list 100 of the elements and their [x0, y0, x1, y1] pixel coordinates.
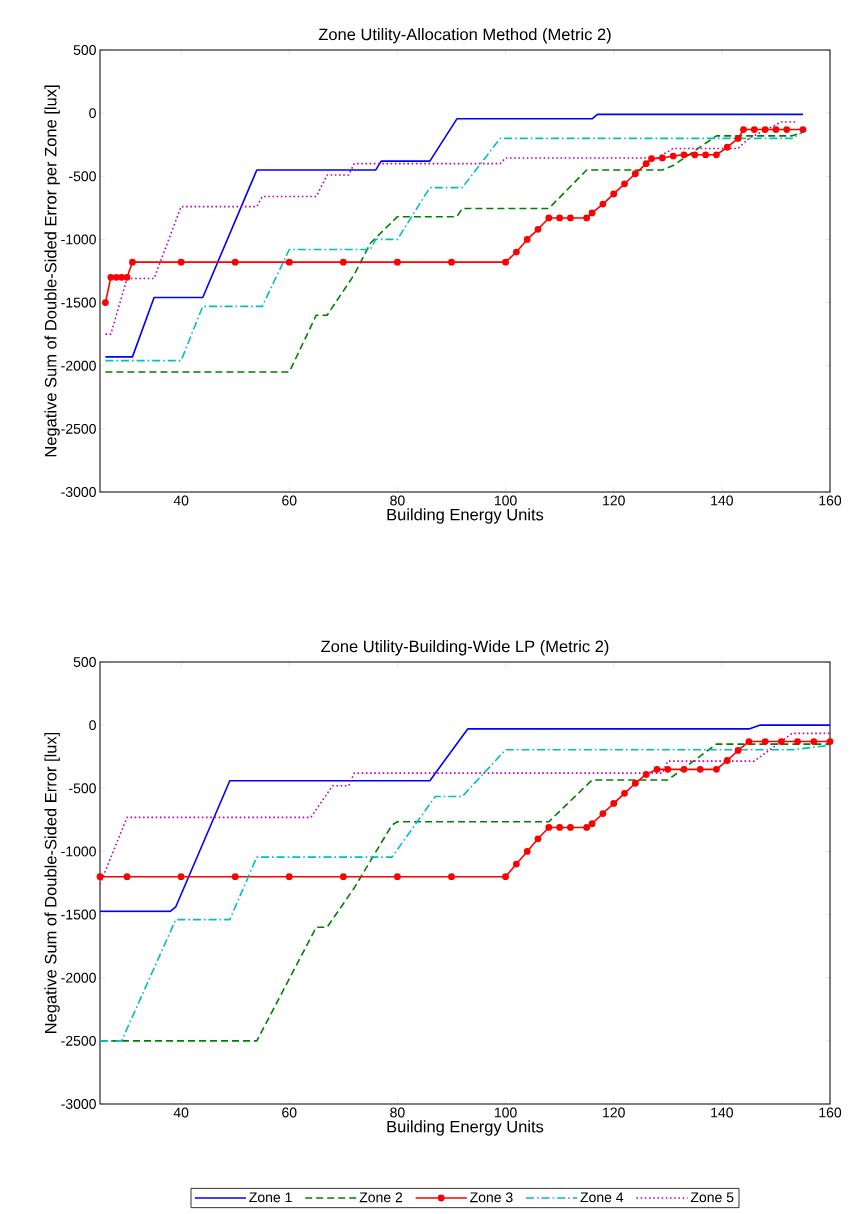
point	[448, 258, 455, 266]
point	[621, 180, 628, 188]
point	[523, 848, 531, 855]
legend-label: Zone 2	[359, 1192, 403, 1203]
point	[534, 835, 542, 843]
x-tick-label: 140	[711, 495, 733, 506]
legend-label: Zone 1	[249, 1192, 292, 1203]
x-tick-label: 80	[390, 495, 405, 506]
point	[339, 873, 347, 881]
point	[118, 273, 126, 281]
y-tick-label: 0	[89, 108, 96, 119]
point	[177, 258, 185, 266]
point	[129, 258, 136, 266]
y-tick-label: -1500	[61, 909, 96, 920]
point	[177, 873, 185, 881]
point	[112, 273, 120, 281]
x-tick-label: 120	[603, 495, 625, 506]
point	[588, 820, 596, 828]
x-tick-label: 40	[173, 1107, 189, 1118]
y-tick-label: -3000	[61, 487, 96, 497]
y-tick-label: -2500	[61, 423, 96, 434]
point	[545, 214, 553, 222]
point	[761, 126, 769, 133]
y-axis-title: Negative Sum of Double-Sided Error [lux]	[44, 732, 60, 1033]
point	[723, 143, 731, 151]
point	[664, 765, 672, 773]
point	[750, 126, 758, 133]
x-tick-label: 100	[494, 1107, 517, 1118]
point	[534, 225, 542, 233]
point	[734, 747, 742, 754]
line-series	[100, 724, 831, 913]
point	[631, 779, 639, 787]
point	[610, 190, 618, 198]
point	[231, 873, 239, 881]
point	[567, 214, 574, 222]
point	[745, 738, 753, 745]
point	[512, 248, 520, 256]
point	[653, 765, 661, 773]
point	[599, 200, 607, 208]
point	[648, 155, 655, 162]
point	[794, 738, 801, 745]
point	[713, 765, 720, 773]
point	[610, 800, 618, 807]
point	[599, 810, 607, 817]
point	[642, 770, 650, 778]
y-tick-label: 500	[73, 657, 96, 667]
x-tick-label: 160	[819, 1107, 842, 1118]
x-axis-title: Building Energy Units	[387, 1120, 544, 1136]
point	[285, 873, 293, 881]
point	[107, 273, 115, 281]
x-tick-label: 140	[711, 1107, 733, 1118]
point	[502, 873, 509, 881]
point	[669, 152, 677, 160]
legend-label: Zone 3	[470, 1192, 513, 1203]
point	[680, 765, 688, 773]
point	[285, 258, 293, 266]
y-tick-label: 500	[73, 45, 96, 55]
x-tick-label: 60	[282, 1107, 297, 1118]
point	[231, 258, 239, 266]
x-tick-label: 120	[603, 1107, 625, 1118]
point	[723, 757, 731, 764]
legend-label: Zone 5	[690, 1192, 734, 1203]
point	[556, 214, 564, 222]
y-tick-label: 0	[89, 720, 96, 731]
x-tick-label: 60	[282, 495, 297, 506]
point	[102, 299, 109, 306]
point	[96, 873, 104, 881]
y-tick-label: -2500	[61, 1035, 96, 1046]
y-tick-label: -500	[69, 783, 96, 794]
x-tick-label: 40	[173, 495, 189, 506]
x-tick-label: 160	[819, 495, 842, 506]
point	[777, 738, 785, 745]
y-tick-label: -1000	[61, 846, 96, 857]
y-tick-label: -2000	[61, 972, 96, 983]
point	[502, 258, 509, 266]
point	[545, 824, 553, 831]
point	[713, 151, 720, 159]
chart-title: Zone Utility-Allocation Method (Metric 2)	[318, 28, 611, 44]
legend-label: Zone 4	[580, 1192, 624, 1203]
point	[761, 738, 769, 745]
point	[123, 273, 131, 281]
point	[567, 824, 574, 831]
point	[448, 873, 455, 881]
point	[512, 860, 520, 868]
point	[772, 126, 780, 133]
y-axis-title: Negative Sum of Double-Sided Error per Zone [lux]	[44, 85, 60, 457]
x-tick-label: 80	[390, 1107, 405, 1118]
point	[631, 170, 639, 178]
point	[621, 789, 628, 797]
point	[783, 126, 791, 133]
chart-title: Zone Utility-Building-Wide LP (Metric 2)	[321, 640, 609, 656]
point	[523, 236, 531, 243]
y-tick-label: -3000	[61, 1099, 96, 1109]
point	[339, 258, 347, 266]
point	[123, 873, 131, 881]
point	[691, 151, 699, 159]
x-tick-label: 100	[494, 495, 517, 506]
point	[658, 154, 666, 162]
point	[394, 873, 401, 881]
y-tick-label: -2000	[61, 360, 96, 371]
